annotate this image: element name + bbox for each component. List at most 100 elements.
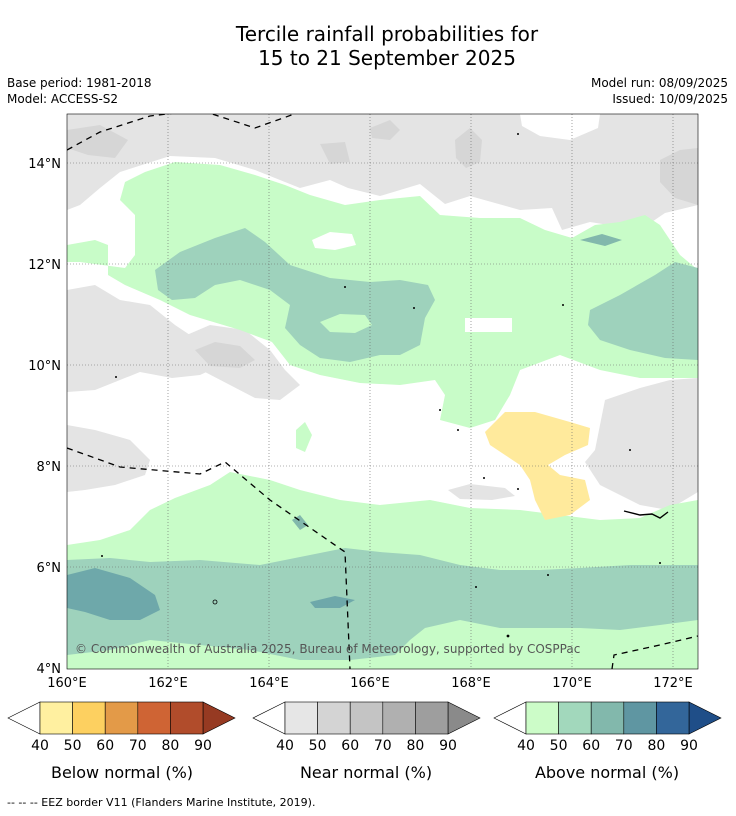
- colorbar-tick-label: 90: [194, 738, 212, 754]
- colorbar-max-arrow: [447, 701, 481, 735]
- near-normal-mid-patch-2: [455, 128, 482, 168]
- colorbar-near-normal: 40 50 60 70 80 90 Near normal (%): [252, 701, 481, 782]
- colorbar-tick-label: 90: [439, 738, 457, 754]
- near-normal-mid-patch-4: [320, 142, 350, 164]
- map-title: Tercile rainfall probabilities for 15 to…: [0, 22, 736, 70]
- colorbar-segment: [382, 701, 416, 735]
- white-gap-top: [520, 114, 600, 140]
- above-normal-white-hole: [312, 232, 356, 250]
- colorbar-min-arrow: [7, 701, 41, 735]
- near-normal-west-low: [67, 425, 150, 492]
- colorbar-tick-label: 90: [680, 738, 698, 754]
- lon-tick: 160°E: [47, 676, 87, 691]
- lon-tick: 170°E: [552, 676, 592, 691]
- above-normal-areas: [67, 162, 698, 669]
- lat-tick: 8°N: [37, 460, 62, 475]
- near-normal-small: [448, 484, 515, 500]
- above-normal-east-dark: [580, 234, 622, 246]
- colorbar-above-normal: 40 50 60 70 80 90 Above normal (%): [493, 701, 722, 782]
- title-line-2: 15 to 21 September 2025: [258, 46, 516, 70]
- model-name: Model: ACCESS-S2: [7, 92, 119, 106]
- above-normal-upper-mid: [155, 228, 435, 362]
- graticule: [67, 114, 698, 669]
- colorbar-tick-label: 50: [309, 738, 327, 754]
- colorbar-tick-label: 40: [31, 738, 49, 754]
- colorbar-segment: [656, 701, 690, 735]
- colorbar-segment: [137, 701, 171, 735]
- colorbar-tick-label: 80: [161, 738, 179, 754]
- eez-footnote: -- -- -- EEZ border V11 (Flanders Marine…: [7, 796, 316, 809]
- colorbar-min-arrow: [252, 701, 286, 735]
- model-run: Model run: 08/09/2025: [590, 76, 728, 90]
- near-normal-top: [67, 114, 698, 230]
- lon-tick: 162°E: [148, 676, 188, 691]
- colorbar-segment: [349, 701, 384, 735]
- colorbar-segment: [525, 701, 559, 735]
- colorbar-tick-label: 40: [517, 738, 535, 754]
- near-normal-mid-patch-5: [370, 120, 400, 140]
- near-normal-mid-patch: [195, 342, 255, 368]
- colorbar-tick-label: 80: [406, 738, 424, 754]
- colorbar-tick-label: 70: [374, 738, 392, 754]
- colorbar-title: Above normal (%): [535, 763, 679, 782]
- lon-tick: 166°E: [350, 676, 390, 691]
- colorbar-tick-label: 40: [276, 738, 294, 754]
- meta-left: Base period: 1981-2018 Model: ACCESS-S2: [7, 75, 152, 107]
- colorbar-segment: [317, 701, 351, 735]
- colorbar-segment: [39, 701, 73, 735]
- above-normal-white-hole-2: [465, 318, 512, 332]
- colorbar-tick-label: 70: [615, 738, 633, 754]
- longitude-ticks: 160°E 162°E 164°E 166°E 168°E 170°E 172°…: [47, 676, 693, 691]
- lat-tick: 6°N: [37, 561, 62, 576]
- colorbar-segment: [590, 701, 625, 735]
- above-normal-east-mid: [588, 262, 698, 360]
- near-normal-mid-patch-3: [660, 148, 698, 205]
- colorbar-title: Below normal (%): [51, 763, 193, 782]
- colorbar-max-arrow: [202, 701, 236, 735]
- colorbar-tick-label: 60: [582, 738, 600, 754]
- lon-tick: 164°E: [249, 676, 289, 691]
- colorbar-segment: [415, 701, 449, 735]
- colorbar-segment: [170, 701, 204, 735]
- above-normal-lower-dark-2: [310, 596, 355, 608]
- colorbar-segment: [104, 701, 139, 735]
- colorbar-tick-label: 60: [341, 738, 359, 754]
- colorbar-tick-label: 50: [550, 738, 568, 754]
- copyright-note: © Commonwealth of Australia 2025, Bureau…: [75, 642, 580, 656]
- above-normal-small-1: [296, 422, 312, 452]
- colorbar-below-normal: 40 50 60 70 80 90 Below normal (%): [7, 701, 236, 782]
- lon-tick: 168°E: [451, 676, 491, 691]
- near-normal-east-mid: [585, 378, 698, 510]
- map-panel: © Commonwealth of Australia 2025, Bureau…: [67, 114, 698, 669]
- lat-tick: 12°N: [28, 258, 61, 273]
- colorbar-segment: [284, 701, 318, 735]
- colorbar-max-arrow: [688, 701, 722, 735]
- colorbar-tick-label: 50: [64, 738, 82, 754]
- latitude-ticks: 14°N 12°N 10°N 8°N 6°N 4°N: [28, 157, 61, 677]
- base-period: Base period: 1981-2018: [7, 76, 152, 90]
- lon-tick: 172°E: [653, 676, 693, 691]
- above-normal-lower-mid: [67, 548, 698, 660]
- colorbar-tick-label: 80: [647, 738, 665, 754]
- colorbar-segment: [558, 701, 592, 735]
- eez-borders: [67, 114, 698, 669]
- above-normal-hole: [320, 314, 372, 333]
- colorbar-min-arrow: [493, 701, 527, 735]
- above-normal-lower-dark: [67, 568, 160, 620]
- title-line-1: Tercile rainfall probabilities for: [235, 22, 539, 46]
- colorbar-tick-label: 70: [129, 738, 147, 754]
- colorbar-tick-label: 60: [96, 738, 114, 754]
- near-normal-mid-patch-6: [67, 125, 128, 158]
- meta-right: Model run: 08/09/2025 Issued: 10/09/2025: [591, 75, 728, 107]
- islands: [101, 133, 661, 638]
- lat-tick: 10°N: [28, 359, 61, 374]
- map-frame: [66, 113, 699, 670]
- lat-tick: 14°N: [28, 157, 61, 172]
- colorbar-segment: [623, 701, 657, 735]
- below-normal-area: [485, 412, 590, 520]
- colorbar-segment: [72, 701, 106, 735]
- issued-date: Issued: 10/09/2025: [612, 92, 728, 106]
- colorbar-title: Near normal (%): [300, 763, 432, 782]
- lat-tick: 4°N: [37, 662, 62, 677]
